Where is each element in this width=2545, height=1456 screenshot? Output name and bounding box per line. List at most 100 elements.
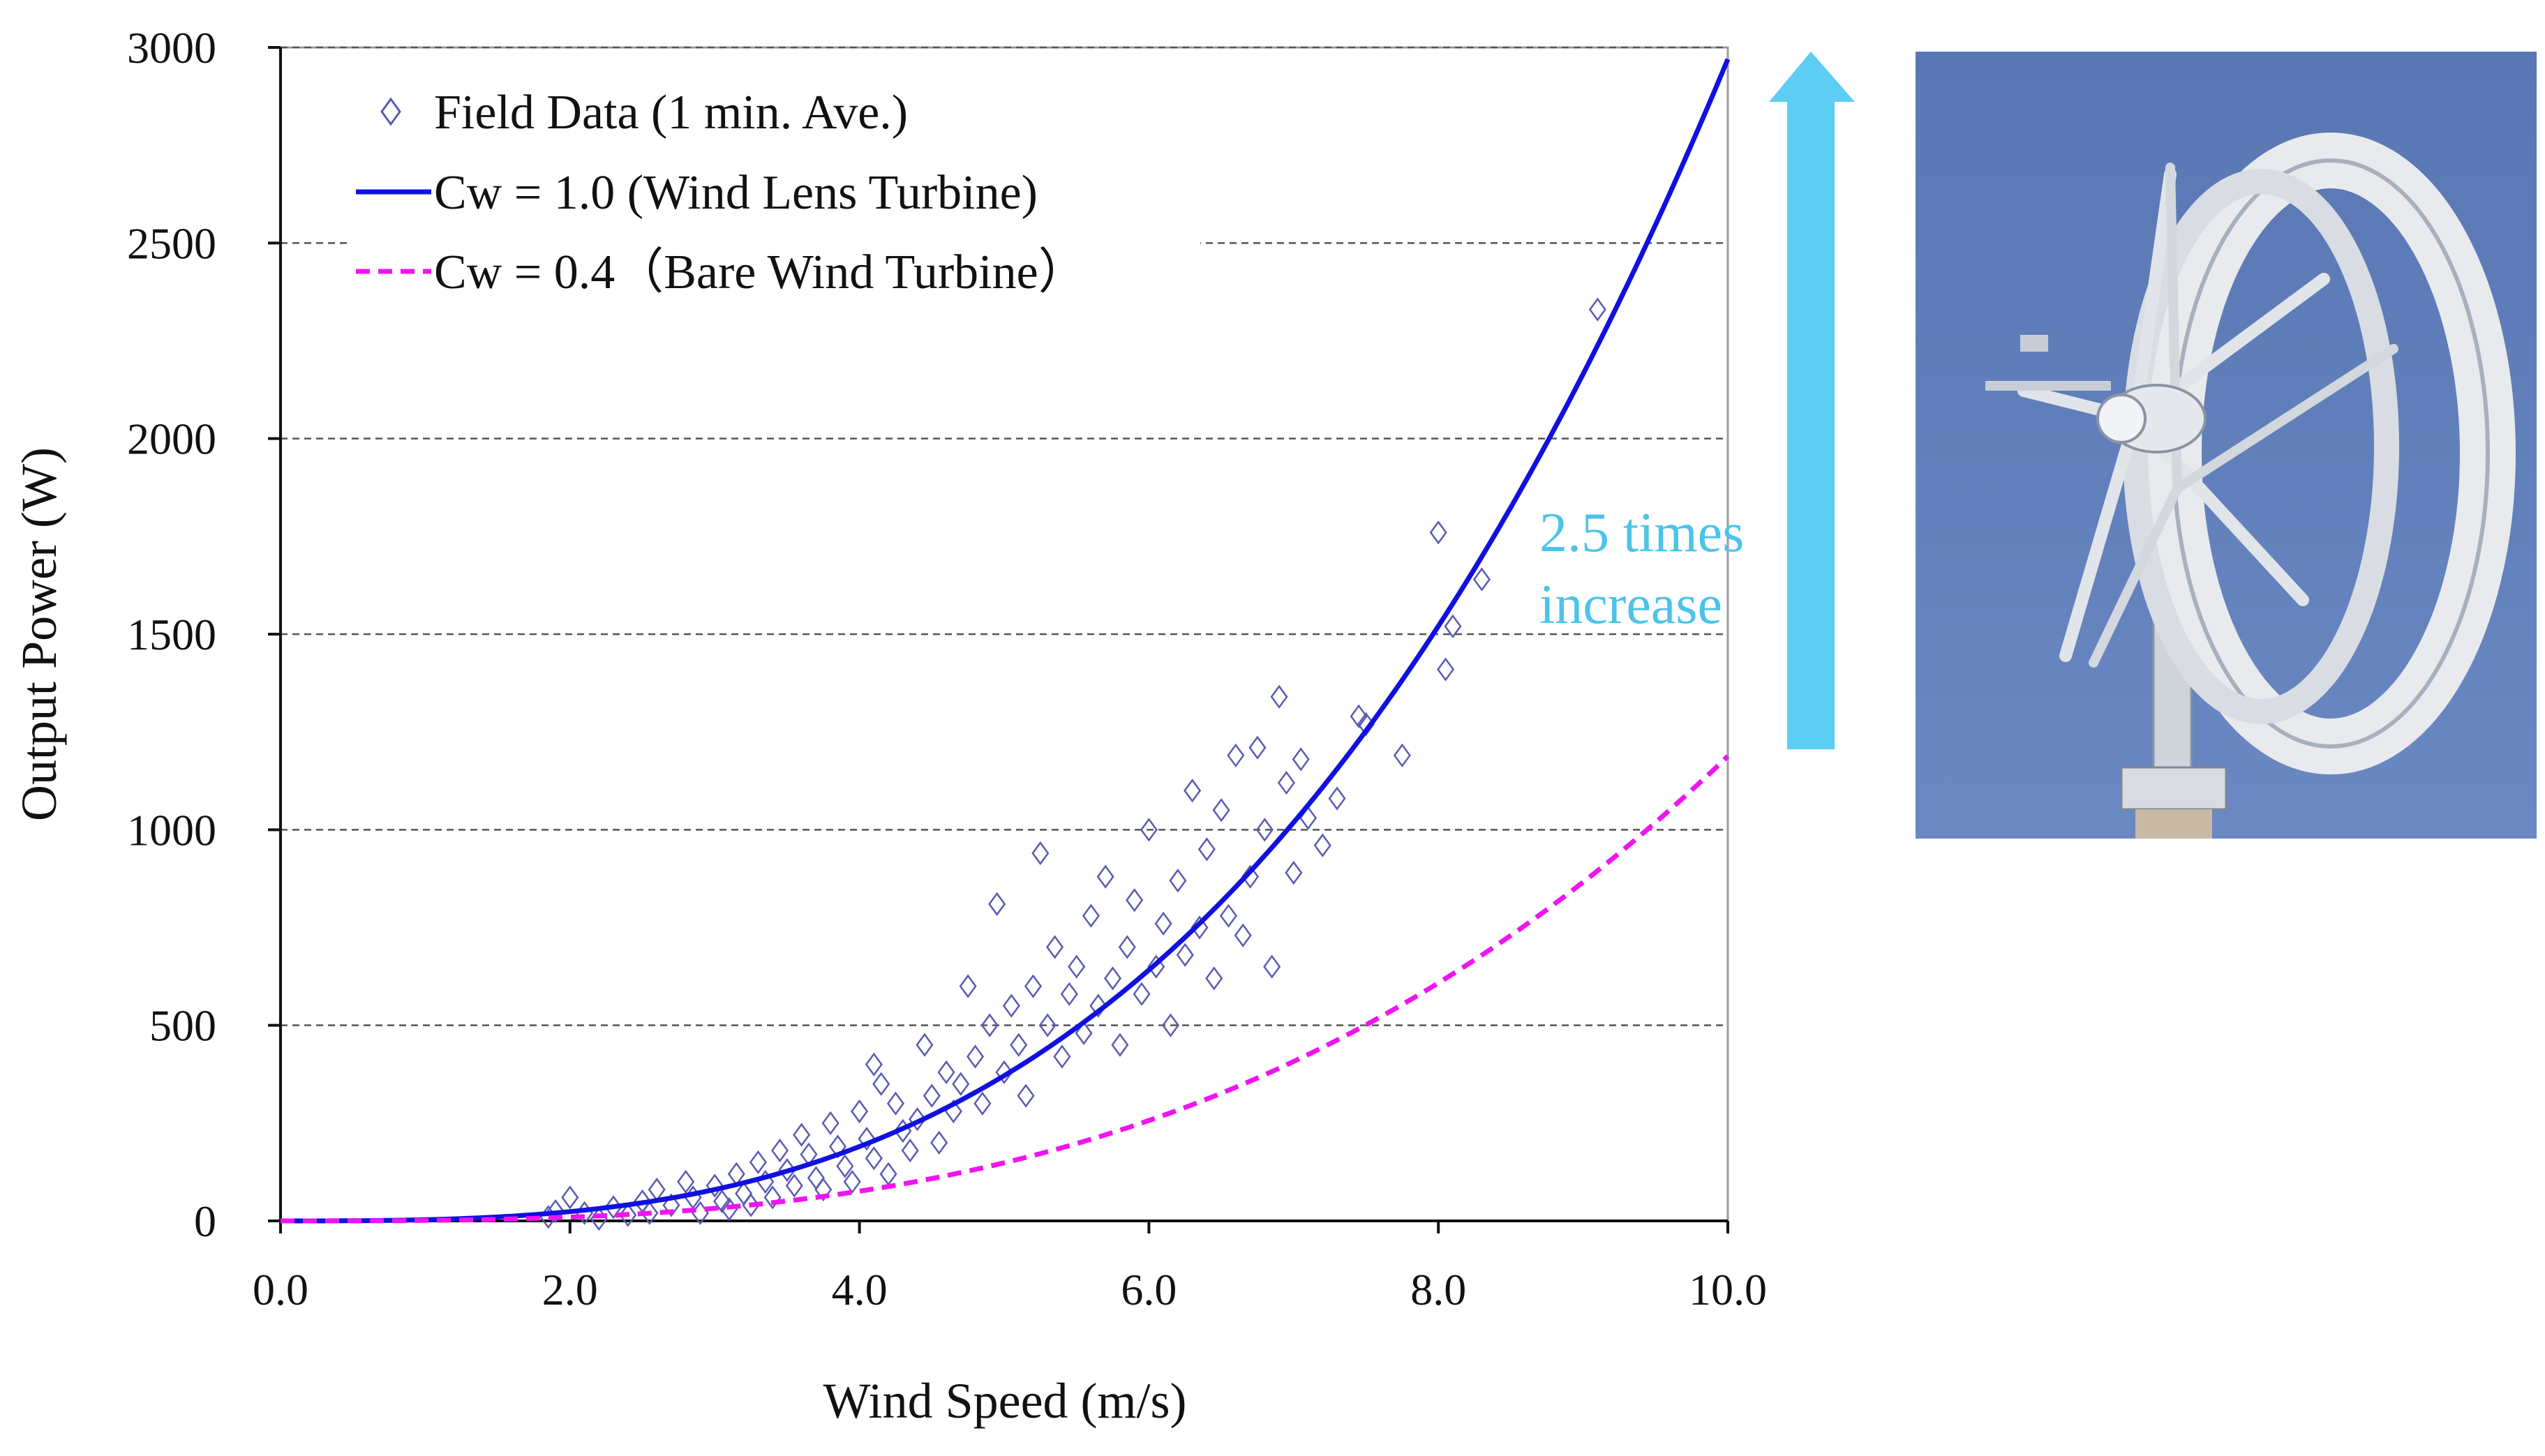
data-point-62 bbox=[1046, 935, 1064, 959]
data-point-98 bbox=[1313, 833, 1331, 857]
data-point-94 bbox=[1277, 770, 1295, 795]
data-point-51 bbox=[966, 1044, 985, 1069]
data-point-45 bbox=[923, 1083, 941, 1108]
data-point-35 bbox=[858, 1127, 876, 1151]
tower-base bbox=[2135, 809, 2212, 839]
data-point-95 bbox=[1285, 860, 1303, 885]
increase-arrow bbox=[1769, 52, 1855, 749]
data-point-11 bbox=[677, 1169, 695, 1194]
sensor bbox=[2020, 335, 2048, 352]
data-point-42 bbox=[901, 1138, 919, 1163]
data-point-88 bbox=[1234, 923, 1252, 947]
data-point-103 bbox=[1429, 520, 1447, 545]
data-point-90 bbox=[1248, 735, 1267, 760]
data-point-61 bbox=[1038, 1013, 1057, 1037]
arrow-head bbox=[1769, 52, 1855, 102]
model-curves bbox=[281, 58, 1731, 1224]
data-point-76 bbox=[1147, 954, 1165, 979]
x-tick-label-4.0: 4.0 bbox=[832, 1265, 888, 1314]
data-point-66 bbox=[1075, 1021, 1093, 1045]
annotation-line-2: increase bbox=[1539, 574, 1722, 636]
data-point-50 bbox=[959, 974, 977, 998]
field-data-points bbox=[539, 297, 1606, 1231]
data-point-46 bbox=[930, 1130, 948, 1155]
data-point-2 bbox=[561, 1185, 579, 1210]
x-ticks: 0.0 2.0 4.0 6.0 8.0 10.0 bbox=[253, 1221, 1767, 1314]
legend: Field Data (1 min. Ave.) Cw = 1.0 (Wind … bbox=[349, 80, 1200, 317]
data-point-44 bbox=[916, 1033, 934, 1057]
data-point-80 bbox=[1176, 943, 1194, 967]
curve-wind-lens bbox=[281, 58, 1731, 1224]
data-point-68 bbox=[1089, 993, 1107, 1018]
data-point-89 bbox=[1241, 864, 1260, 889]
anemometer-arm bbox=[1985, 381, 2111, 391]
curve-bare-turbine bbox=[281, 754, 1730, 1224]
annotation-line-1: 2.5 times bbox=[1539, 502, 1744, 564]
legend-label-wind-lens: Cw = 1.0 (Wind Lens Turbine) bbox=[434, 166, 1038, 220]
data-point-59 bbox=[1024, 974, 1043, 998]
sky-background bbox=[1916, 52, 2537, 839]
x-tick-label-2.0: 2.0 bbox=[542, 1265, 598, 1314]
data-point-67 bbox=[1082, 903, 1100, 928]
data-point-105 bbox=[1444, 614, 1462, 638]
data-point-58 bbox=[1017, 1083, 1035, 1108]
data-point-77 bbox=[1154, 911, 1172, 936]
data-point-63 bbox=[1053, 1044, 1071, 1069]
data-point-15 bbox=[713, 1189, 731, 1214]
data-point-10 bbox=[662, 1193, 680, 1217]
data-point-92 bbox=[1263, 954, 1281, 979]
data-point-38 bbox=[872, 1072, 890, 1096]
data-point-78 bbox=[1161, 1013, 1180, 1037]
data-point-32 bbox=[836, 1154, 854, 1178]
arrow-shaft bbox=[1787, 99, 1835, 749]
data-point-34 bbox=[851, 1099, 869, 1124]
data-point-30 bbox=[821, 1111, 839, 1135]
data-point-55 bbox=[995, 1060, 1013, 1085]
data-point-107 bbox=[1588, 297, 1606, 322]
data-point-52 bbox=[973, 1091, 992, 1116]
x-tick-label-0.0: 0.0 bbox=[253, 1265, 308, 1314]
data-point-82 bbox=[1191, 915, 1209, 940]
x-tick-label-10.0: 10.0 bbox=[1689, 1265, 1767, 1314]
data-point-53 bbox=[980, 1013, 999, 1037]
gridlines bbox=[281, 46, 1728, 1026]
hub bbox=[2096, 393, 2147, 444]
data-point-64 bbox=[1060, 982, 1078, 1006]
data-point-102 bbox=[1393, 743, 1411, 767]
turbine-photo bbox=[1916, 52, 2537, 839]
y-tick-label-1000: 1000 bbox=[127, 805, 216, 855]
data-point-29 bbox=[814, 1178, 833, 1202]
data-point-87 bbox=[1227, 743, 1245, 767]
y-tick-label-3000: 3000 bbox=[127, 23, 216, 73]
data-point-37 bbox=[865, 1052, 883, 1076]
data-point-84 bbox=[1205, 966, 1223, 991]
y-ticks: 0 500 1000 1500 2000 2500 3000 bbox=[127, 23, 281, 1246]
data-point-54 bbox=[988, 892, 1006, 916]
data-point-23 bbox=[770, 1138, 789, 1163]
data-point-47 bbox=[937, 1060, 955, 1085]
data-point-36 bbox=[865, 1146, 883, 1171]
data-point-83 bbox=[1197, 837, 1216, 862]
tower-flange bbox=[2120, 766, 2227, 811]
strut-2 bbox=[2172, 344, 2398, 493]
data-point-65 bbox=[1068, 954, 1086, 979]
legend-label-bare-turbine: Cw = 0.4（Bare Wind Turbine） bbox=[434, 246, 1087, 299]
x-tick-label-8.0: 8.0 bbox=[1410, 1265, 1466, 1314]
data-point-26 bbox=[793, 1123, 811, 1147]
data-point-56 bbox=[1002, 993, 1020, 1018]
x-tick-label-6.0: 6.0 bbox=[1121, 1265, 1177, 1314]
data-point-106 bbox=[1472, 567, 1491, 592]
blade-4 bbox=[2059, 412, 2142, 662]
data-point-81 bbox=[1184, 779, 1202, 803]
data-point-14 bbox=[706, 1173, 724, 1198]
y-tick-label-2000: 2000 bbox=[127, 414, 216, 464]
data-point-8 bbox=[641, 1201, 659, 1225]
data-point-25 bbox=[785, 1173, 803, 1198]
data-point-1 bbox=[546, 1199, 565, 1224]
data-point-33 bbox=[843, 1169, 861, 1194]
legend-label-field-data: Field Data (1 min. Ave.) bbox=[434, 86, 908, 140]
data-point-96 bbox=[1292, 747, 1310, 772]
y-tick-label-2500: 2500 bbox=[127, 218, 216, 268]
data-point-22 bbox=[763, 1185, 782, 1210]
data-point-72 bbox=[1118, 935, 1136, 959]
